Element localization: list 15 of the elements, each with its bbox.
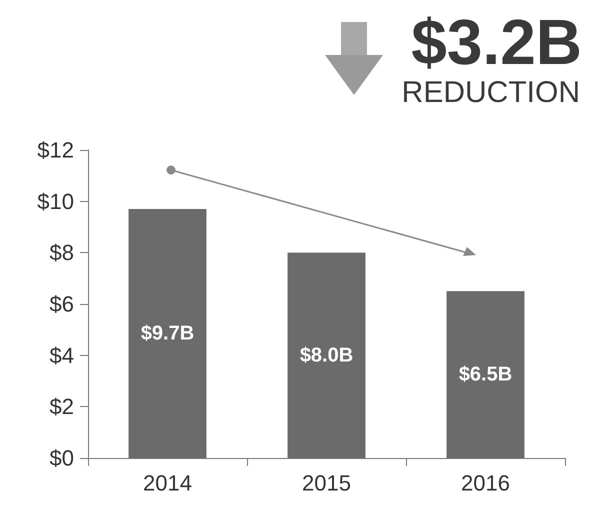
y-tick-label: $4 <box>50 342 74 368</box>
y-tick-label: $10 <box>37 188 74 214</box>
x-tick-label: 2014 <box>143 470 192 496</box>
y-tick-label: $2 <box>50 394 74 420</box>
y-tick-label: $6 <box>50 292 74 316</box>
y-tick-label: $0 <box>50 446 74 470</box>
y-tick-label: $12 <box>37 138 74 162</box>
x-tick-label: 2016 <box>461 470 510 496</box>
y-tick-label: $8 <box>50 240 74 266</box>
x-tick-label: 2015 <box>302 470 351 496</box>
data-label: $9.7B <box>140 322 194 345</box>
chart-title: $3.2B <box>411 6 582 78</box>
data-label: $6.5B <box>458 364 512 386</box>
data-label: $8.0B <box>300 344 354 366</box>
chart-subtitle: REDUCTION <box>402 76 580 109</box>
